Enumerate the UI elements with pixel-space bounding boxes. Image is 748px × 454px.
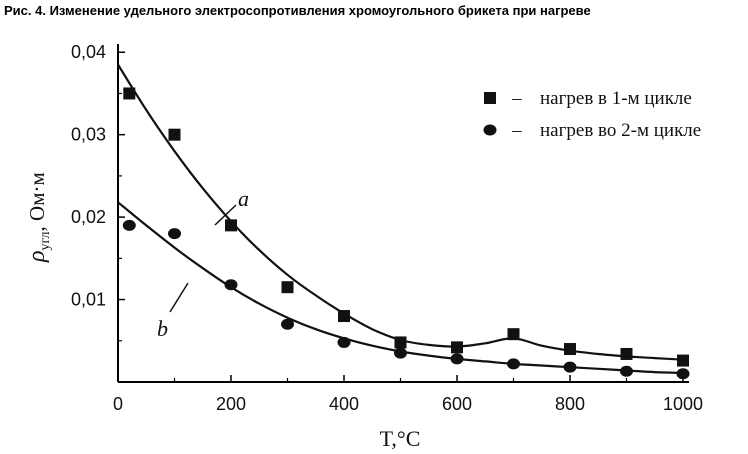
data-point-square [123, 87, 136, 100]
data-point-circle [337, 336, 351, 348]
x-tick-label: 400 [329, 394, 359, 414]
data-points [122, 87, 690, 380]
x-tick-label: 0 [113, 394, 123, 414]
chart-labels: a b T,°C ρугл, Ом·м [24, 172, 420, 451]
chart-legend: – нагрев в 1-м цикле– нагрев во 2-м цикле [483, 88, 701, 141]
legend-dash: – [511, 120, 522, 141]
legend-entry-1: нагрев в 1-м цикле [540, 88, 692, 109]
y-tick-label: 0,01 [71, 290, 106, 310]
data-point-circle [224, 279, 238, 291]
figure-title: Рис. 4. Изменение удельного электросопро… [4, 3, 591, 18]
data-point-circle [394, 347, 407, 359]
x-tick-label: 600 [442, 394, 472, 414]
y-tick-label: 0,04 [71, 42, 106, 62]
data-point-square [677, 354, 689, 367]
trend-curves [117, 64, 684, 374]
data-point-square [564, 343, 576, 356]
data-point-square [507, 328, 520, 341]
x-tick-label: 200 [216, 394, 246, 414]
chart-axes: 0 200 400 600 800 1000 0,01 0,02 0,03 0,04 [71, 42, 703, 414]
legend-dash: – [511, 88, 522, 109]
x-tick-label: 800 [555, 394, 585, 414]
data-point-square [451, 341, 463, 354]
data-point-circle [676, 368, 690, 380]
data-point-circle [563, 361, 577, 373]
data-point-square [225, 219, 237, 232]
x-tick-label: 1000 [663, 394, 703, 414]
data-point-circle [168, 228, 181, 240]
data-point-square [168, 128, 181, 141]
data-point-square [620, 347, 633, 360]
data-point-square [281, 281, 294, 294]
data-point-circle [620, 365, 633, 377]
legend-entry-2: нагрев во 2-м цикле [540, 120, 701, 141]
data-point-circle [450, 353, 464, 365]
y-axis-label: ρугл, Ом·м [24, 172, 53, 263]
x-axis-label: T,°C [380, 426, 421, 451]
data-point-square [338, 310, 350, 323]
y-tick-label: 0,03 [71, 125, 106, 145]
legend-circle-icon [483, 124, 497, 136]
y-tick-label: 0,02 [71, 207, 106, 227]
curve-label-b: b [157, 316, 168, 341]
legend-square-icon [484, 92, 496, 104]
data-point-circle [122, 219, 136, 231]
curve-a-leader [214, 204, 237, 226]
curve-label-a: a [238, 186, 249, 211]
data-point-square [394, 336, 407, 349]
data-point-circle [281, 318, 294, 330]
curve-b-leader [169, 282, 189, 313]
data-point-circle [507, 358, 520, 370]
